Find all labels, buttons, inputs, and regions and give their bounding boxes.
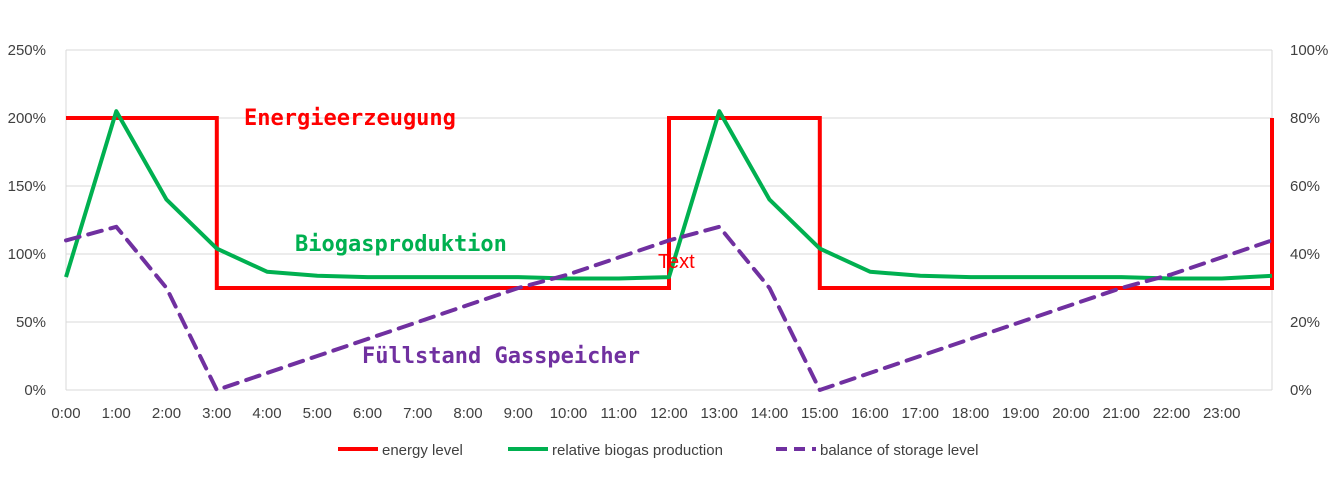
legend-label-energy-level: energy level	[382, 442, 463, 459]
right-tick-label: 40%	[1290, 246, 1320, 263]
series-line-relative-biogas-production	[64, 109, 1273, 281]
x-tick-label: 22:00	[1153, 405, 1191, 422]
x-tick-label: 20:00	[1052, 405, 1090, 422]
x-tick-label: 7:00	[403, 405, 432, 422]
x-tick-label: 1:00	[102, 405, 131, 422]
x-tick-label: 9:00	[504, 405, 533, 422]
legend: energy level relative biogas production …	[338, 442, 978, 459]
x-tick-label: 2:00	[152, 405, 181, 422]
x-tick-label: 10:00	[550, 405, 588, 422]
x-tick-label: 0:00	[51, 405, 80, 422]
left-tick-label: 200%	[8, 110, 46, 127]
x-tick-label: 4:00	[252, 405, 281, 422]
series-layer	[64, 109, 1274, 392]
left-tick-label: 50%	[16, 314, 46, 331]
left-tick-label: 250%	[8, 42, 46, 59]
x-axis-ticks: 0:00 1:00 2:00 3:00 4:00 5:00 6:00 7:00 8:00 9:00…	[51, 405, 1240, 422]
x-tick-label: 3:00	[202, 405, 231, 422]
x-tick-label: 5:00	[303, 405, 332, 422]
legend-label-balance-of-storage-level: balance of storage level	[820, 442, 978, 459]
annotation-text: Text	[658, 251, 695, 273]
left-axis-ticks: 0% 50% 100% 150% 200% 250%	[8, 42, 46, 399]
series-line-energy-level	[66, 116, 1274, 290]
x-tick-label: 19:00	[1002, 405, 1040, 422]
left-tick-label: 100%	[8, 246, 46, 263]
x-tick-label: 13:00	[700, 405, 738, 422]
x-tick-label: 6:00	[353, 405, 382, 422]
annotation-biogasproduktion: Biogasproduktion	[295, 232, 507, 257]
annotation-energieerzeugung: Energieerzeugung	[244, 106, 456, 131]
left-tick-label: 0%	[24, 382, 46, 399]
x-tick-label: 8:00	[453, 405, 482, 422]
legend-label-relative-biogas-production: relative biogas production	[552, 442, 723, 459]
x-tick-label: 12:00	[650, 405, 688, 422]
x-tick-label: 21:00	[1102, 405, 1140, 422]
right-tick-label: 100%	[1290, 42, 1328, 59]
series-line-balance-of-storage-level	[64, 224, 1274, 392]
right-tick-label: 80%	[1290, 110, 1320, 127]
right-tick-label: 20%	[1290, 314, 1320, 331]
annotation-fuellstand-gasspeicher: Füllstand Gasspeicher	[362, 344, 640, 369]
x-tick-label: 15:00	[801, 405, 839, 422]
x-tick-label: 14:00	[751, 405, 789, 422]
left-tick-label: 150%	[8, 178, 46, 195]
x-tick-label: 23:00	[1203, 405, 1241, 422]
x-tick-label: 11:00	[601, 405, 637, 422]
x-tick-label: 16:00	[851, 405, 889, 422]
right-tick-label: 60%	[1290, 178, 1320, 195]
right-axis-ticks: 0% 20% 40% 60% 80% 100%	[1290, 42, 1328, 399]
right-tick-label: 0%	[1290, 382, 1312, 399]
x-tick-label: 18:00	[952, 405, 990, 422]
x-tick-label: 17:00	[901, 405, 939, 422]
